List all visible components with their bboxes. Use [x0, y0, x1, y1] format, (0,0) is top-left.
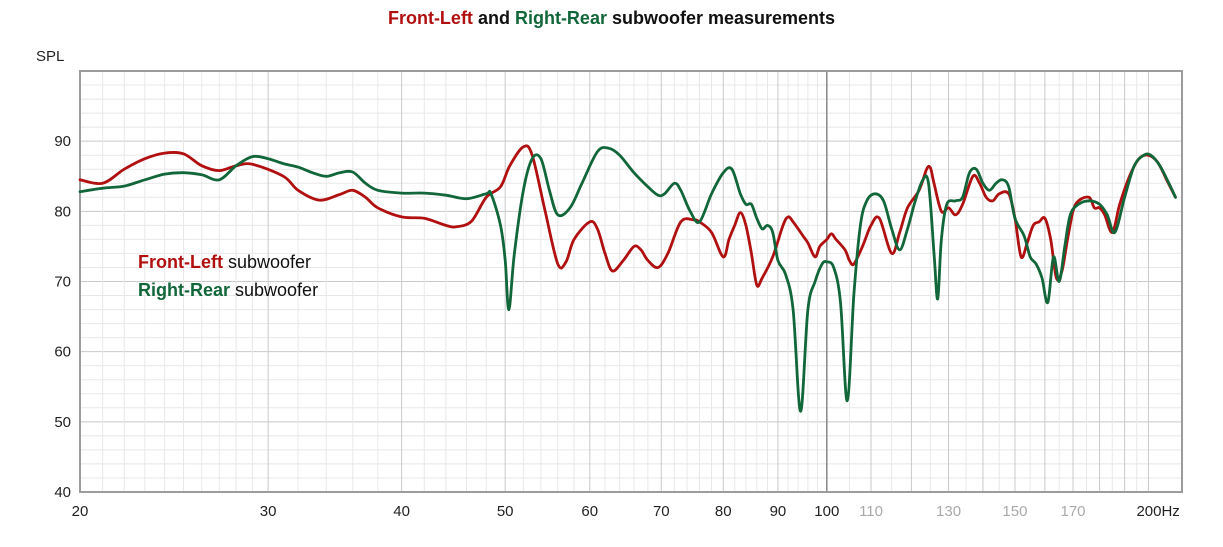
x-tick-label: 20 — [72, 503, 89, 520]
plot-frame — [79, 70, 1183, 493]
x-tick-label: 100 — [814, 503, 839, 520]
x-tick-label-minor: 150 — [1002, 503, 1027, 520]
legend-item-right-rear: Right-Rear subwoofer — [138, 276, 318, 304]
legend: Front-Left subwoofer Right-Rear subwoofer — [138, 248, 318, 304]
x-tick-label: 50 — [497, 503, 514, 520]
title-part-3: subwoofer measurements — [606, 8, 836, 28]
x-tick-label-minor: 170 — [1061, 503, 1086, 520]
legend-series-suffix: subwoofer — [230, 280, 319, 300]
axes: SPL 40 50 60 70 80 90 20 30 40 50 60 70 80 90 100 110 130… — [36, 48, 1180, 520]
title-part-1: and — [472, 8, 515, 28]
chart-title: Front-Left and Right-Rear subwoofer meas… — [0, 8, 1223, 29]
x-tick-label: 80 — [715, 503, 732, 520]
legend-series-suffix: subwoofer — [222, 252, 312, 272]
x-tick-label: 60 — [581, 503, 598, 520]
y-tick-label: 60 — [54, 344, 71, 361]
series — [78, 144, 1177, 413]
series-line-right-rear — [78, 146, 1177, 413]
legend-series-name: Front-Left — [138, 252, 223, 272]
x-tick-label-minor: 130 — [936, 503, 961, 520]
grid — [80, 71, 1182, 492]
y-tick-label: 40 — [54, 484, 71, 501]
legend-series-name: Right-Rear — [138, 280, 231, 300]
x-tick-label: 40 — [393, 503, 410, 520]
x-tick-label: 70 — [653, 503, 670, 520]
x-tick-label-minor: 110 — [859, 503, 883, 520]
x-tick-label: 30 — [260, 503, 277, 520]
legend-item-front-left: Front-Left subwoofer — [138, 248, 318, 276]
y-tick-label: 80 — [54, 203, 71, 220]
y-axis-label: SPL — [36, 48, 64, 65]
x-tick-label: 90 — [770, 503, 787, 520]
x-tick-label-last: 200Hz — [1136, 503, 1179, 520]
series-line-front-left — [78, 144, 1177, 288]
y-tick-label: 70 — [54, 274, 71, 291]
y-tick-label: 50 — [54, 414, 71, 431]
title-part-0: Front-Left — [387, 8, 473, 28]
y-tick-label: 90 — [54, 133, 71, 150]
title-part-2: Right-Rear — [514, 8, 607, 28]
